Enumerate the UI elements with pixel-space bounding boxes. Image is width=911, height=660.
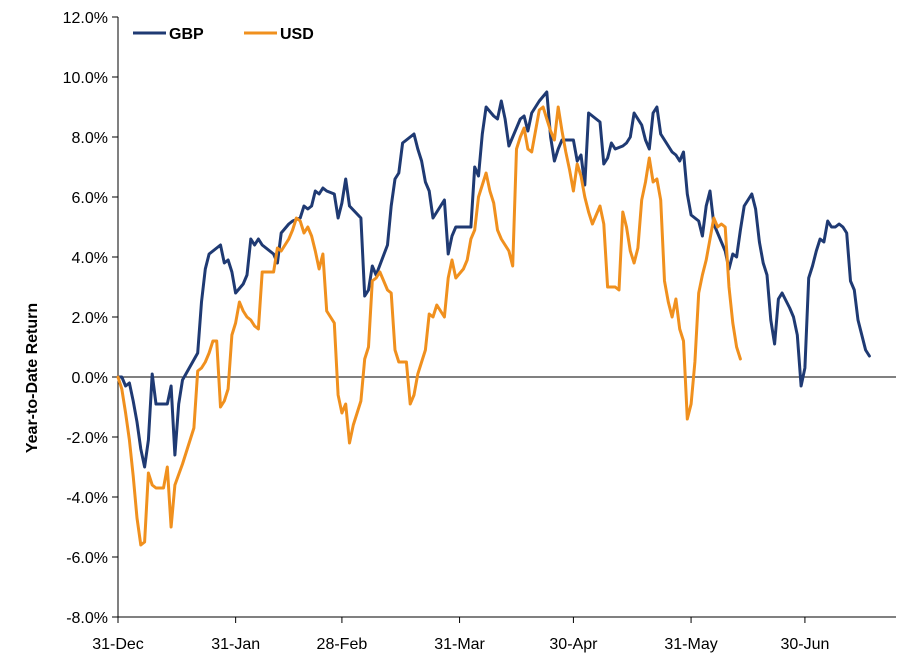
legend: GBP USD: [133, 26, 314, 43]
x-tick-label: 30-Jun: [780, 636, 829, 653]
x-tick-label: 31-Jan: [211, 636, 260, 653]
legend-label-gbp: GBP: [169, 26, 204, 43]
series-line-gbp: [116, 90, 871, 469]
y-tick-label: 8.0%: [72, 130, 108, 147]
y-tick-label: -2.0%: [66, 430, 108, 447]
series-layer: [116, 90, 871, 547]
y-tick-label: 10.0%: [63, 70, 108, 87]
y-tick-label: -8.0%: [66, 610, 108, 627]
x-tick-label: 31-Dec: [92, 636, 144, 653]
x-tick-label: 31-May: [664, 636, 717, 653]
legend-label-usd: USD: [280, 26, 314, 43]
y-axis-label: Year-to-Date Return: [24, 303, 41, 453]
y-tick-label: 4.0%: [72, 250, 108, 267]
x-tick-label: 31-Mar: [434, 636, 485, 653]
x-axis-ticks: 31-Dec 31-Jan 28-Feb 31-Mar 30-Apr 31-May 30-J…: [92, 617, 829, 653]
y-tick-label: 6.0%: [72, 190, 108, 207]
y-tick-label: -6.0%: [66, 550, 108, 567]
x-tick-label: 28-Feb: [317, 636, 368, 653]
y-tick-label: 0.0%: [72, 370, 108, 387]
x-tick-label: 30-Apr: [549, 636, 598, 653]
y-tick-label: -4.0%: [66, 490, 108, 507]
y-tick-label: 12.0%: [63, 10, 108, 27]
axes: [117, 17, 896, 618]
y-axis-ticks: -8.0% -6.0% -4.0% -2.0% 0.0% 2.0% 4.0% 6.0% 8.0%…: [63, 10, 118, 627]
y-tick-label: 2.0%: [72, 310, 108, 327]
series-line-usd: [116, 105, 742, 547]
